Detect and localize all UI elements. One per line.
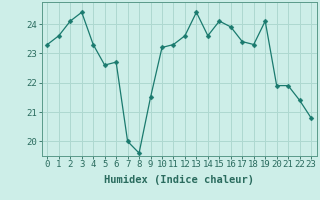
X-axis label: Humidex (Indice chaleur): Humidex (Indice chaleur) bbox=[104, 175, 254, 185]
